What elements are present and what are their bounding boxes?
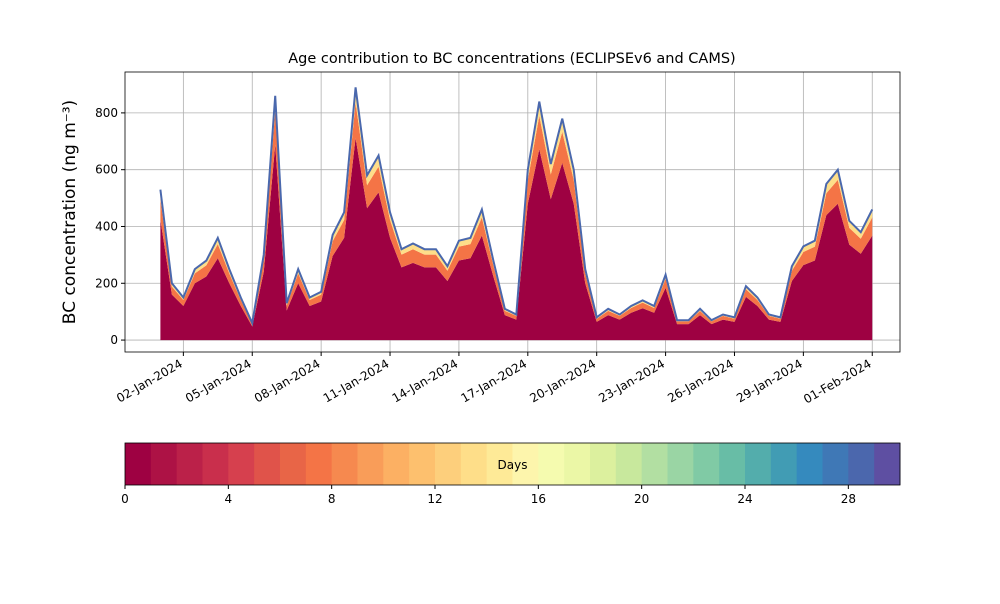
- colorbar-swatch: [125, 443, 152, 485]
- x-tick-label: 11-Jan-2024: [321, 356, 392, 405]
- colorbar-tick-label: 8: [328, 492, 336, 506]
- colorbar-swatch: [228, 443, 255, 485]
- colorbar-swatch: [150, 443, 178, 485]
- colorbar-swatch: [305, 443, 333, 485]
- colorbar-swatch: [202, 443, 229, 485]
- colorbar-tick-label: 28: [841, 492, 856, 506]
- x-tick-label: 26-Jan-2024: [665, 356, 736, 405]
- colorbar-swatch: [641, 443, 668, 485]
- x-tick-label: 08-Jan-2024: [252, 356, 323, 405]
- colorbar-tick-label: 16: [531, 492, 546, 506]
- x-tick-label: 14-Jan-2024: [390, 356, 461, 405]
- colorbar-swatch: [176, 443, 203, 485]
- colorbar-swatch: [538, 443, 565, 485]
- colorbar-swatch: [254, 443, 281, 485]
- x-tick-label: 17-Jan-2024: [459, 356, 530, 405]
- x-tick-label: 23-Jan-2024: [596, 356, 667, 405]
- colorbar-swatch: [357, 443, 384, 485]
- colorbar-swatch: [822, 443, 849, 485]
- colorbar-label: Days: [498, 458, 528, 472]
- colorbar-swatch: [745, 443, 772, 485]
- y-axis-label: BC concentration (ng m⁻³): [60, 100, 80, 324]
- area-layer: [160, 137, 873, 341]
- colorbar-swatch: [383, 443, 410, 485]
- colorbar-swatch: [280, 443, 307, 485]
- colorbar-swatch: [512, 443, 539, 485]
- y-tick-label: 400: [95, 219, 118, 233]
- colorbar-swatch: [435, 443, 462, 485]
- x-tick-label: 29-Jan-2024: [734, 356, 805, 405]
- total-outline: [159, 87, 874, 327]
- y-tick-label: 800: [95, 106, 118, 120]
- colorbar-tick-label: 20: [634, 492, 649, 506]
- colorbar-swatch: [693, 443, 720, 485]
- x-tick-label: 01-Feb-2024: [801, 356, 874, 406]
- colorbar-tick-label: 0: [121, 492, 129, 506]
- x-tick-label: 20-Jan-2024: [527, 356, 598, 405]
- x-tick-label: 05-Jan-2024: [183, 356, 254, 405]
- colorbar-frame: [124, 442, 901, 486]
- colorbar-swatch: [848, 443, 875, 485]
- y-tick-label: 0: [110, 333, 118, 347]
- colorbar-swatch: [590, 443, 617, 485]
- x-tick-label: 02-Jan-2024: [114, 356, 185, 405]
- colorbar-swatch: [564, 443, 591, 485]
- colorbar-swatch: [719, 443, 746, 485]
- colorbar-swatch: [409, 443, 436, 485]
- colorbar-swatch: [460, 443, 488, 485]
- colorbar-swatch: [486, 443, 513, 485]
- y-tick-label: 200: [95, 276, 118, 290]
- y-tick-label: 600: [95, 163, 118, 177]
- plot-frame: [124, 71, 901, 353]
- colorbar-swatch: [874, 443, 901, 485]
- colorbar-tick-label: 24: [737, 492, 752, 506]
- colorbar-swatch: [331, 443, 358, 485]
- colorbar-tick-label: 12: [427, 492, 442, 506]
- colorbar-tick-label: 4: [225, 492, 233, 506]
- colorbar-swatch: [667, 443, 694, 485]
- colorbar-swatch: [796, 443, 823, 485]
- chart-title: Age contribution to BC concentrations (E…: [288, 51, 735, 67]
- colorbar-swatch: [615, 443, 643, 485]
- colorbar-swatch: [770, 443, 798, 485]
